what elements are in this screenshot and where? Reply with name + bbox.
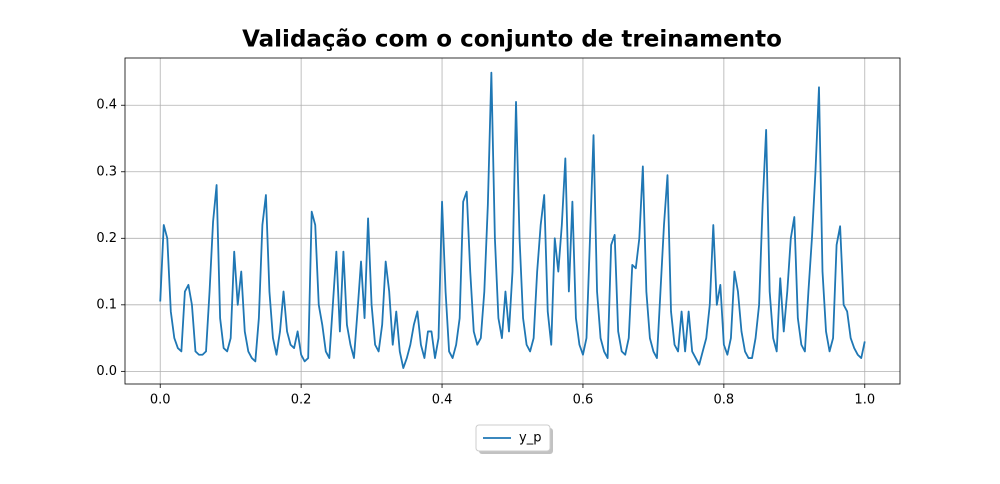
y-tick-label: 0.2: [96, 231, 117, 246]
x-tick-label: 0.8: [714, 393, 735, 408]
axes-frame: [124, 57, 901, 385]
x-tick-label: 0.6: [573, 393, 594, 408]
y-tick-label: 0.3: [96, 164, 117, 179]
legend-box: [475, 424, 551, 452]
y-tick-label: 0.1: [96, 297, 117, 312]
y-tick-label: 0.4: [96, 98, 117, 113]
x-tick-label: 1.0: [854, 393, 875, 408]
y-tick-label: 0.0: [96, 364, 117, 379]
x-tick-label: 0.4: [432, 393, 453, 408]
legend-label: y_p: [519, 431, 541, 446]
legend: y_p: [475, 424, 553, 454]
x-tick-label: 0.0: [150, 393, 171, 408]
data-line: [159, 71, 866, 369]
chart-title: Validação com o conjunto de treinamento: [242, 27, 782, 53]
x-tick-label: 0.2: [291, 393, 312, 408]
